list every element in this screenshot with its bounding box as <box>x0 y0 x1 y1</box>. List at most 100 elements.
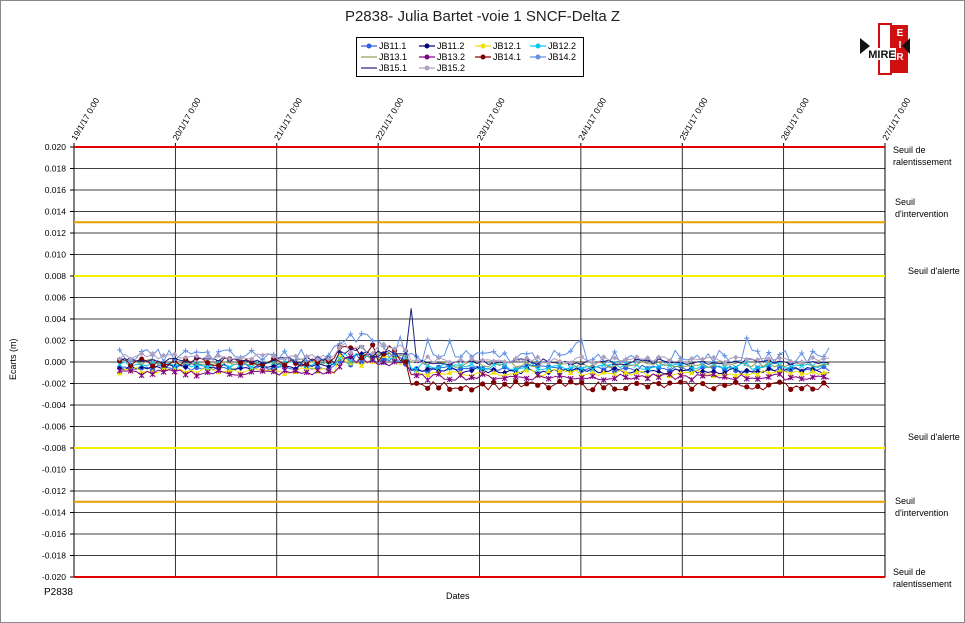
series-marker <box>117 356 123 362</box>
series-marker <box>677 372 684 379</box>
series-marker <box>414 357 420 364</box>
series-marker <box>424 377 431 384</box>
legend-label: JB15.2 <box>437 63 466 73</box>
legend-swatch-icon <box>475 43 491 49</box>
series-marker <box>612 386 618 392</box>
x-tick-label: 24/1/17 0:00 <box>576 96 608 142</box>
series-marker <box>535 382 541 388</box>
chart-title: P2838- Julia Bartet -voie 1 SNCF-Delta Z <box>344 8 621 25</box>
series-marker <box>139 351 145 357</box>
series-marker <box>611 375 618 382</box>
series-marker <box>766 370 772 376</box>
series-marker <box>524 355 530 361</box>
series-marker <box>799 359 805 365</box>
series-marker <box>810 348 816 354</box>
series-marker <box>337 344 343 350</box>
series-marker <box>457 372 464 379</box>
series-marker <box>502 381 508 387</box>
series-marker <box>238 360 244 366</box>
x-tick-label: 23/1/17 0:00 <box>475 96 507 142</box>
footer-label: P2838 <box>44 587 73 598</box>
series-line <box>119 333 830 364</box>
series-marker <box>249 356 255 362</box>
y-tick-label: -0.018 <box>42 551 66 561</box>
series-marker <box>722 359 728 365</box>
series-marker <box>644 365 651 372</box>
series-marker <box>194 353 200 359</box>
series-marker <box>326 356 332 362</box>
svg-text:I: I <box>899 40 902 51</box>
series-marker <box>403 347 409 353</box>
series-marker <box>799 350 805 356</box>
series-marker <box>623 385 629 392</box>
series-marker <box>700 368 706 374</box>
series-marker <box>293 353 299 359</box>
series-marker <box>502 350 508 356</box>
series-marker <box>227 356 233 362</box>
series-marker <box>446 376 453 383</box>
series-marker <box>315 359 321 365</box>
series-marker <box>359 344 365 350</box>
series-marker <box>391 358 398 365</box>
series-marker <box>568 360 574 366</box>
y-axis-title: Ecarts (m) <box>8 338 18 381</box>
series-marker <box>182 371 189 378</box>
y-tick-label: 0.000 <box>45 357 67 367</box>
series-marker <box>732 364 739 371</box>
svg-text:E: E <box>897 28 904 39</box>
series-marker <box>413 372 420 379</box>
series-marker <box>612 349 618 355</box>
series-marker <box>458 386 464 392</box>
series-marker <box>600 377 607 384</box>
series-marker <box>513 370 519 376</box>
x-tick-label: 20/1/17 0:00 <box>170 96 202 142</box>
series-marker <box>171 368 178 375</box>
series-marker <box>447 338 453 344</box>
series-marker <box>667 380 673 386</box>
series-marker <box>238 365 244 371</box>
series-marker <box>590 369 596 375</box>
series-marker <box>645 368 651 374</box>
series-marker <box>216 353 222 359</box>
series-marker <box>480 381 486 387</box>
y-tick-label: -0.010 <box>42 465 66 475</box>
series-marker <box>380 359 387 366</box>
series-marker <box>678 379 684 385</box>
series-marker <box>689 355 695 362</box>
series-marker <box>612 371 618 377</box>
series-marker <box>590 360 596 366</box>
series-marker <box>755 371 761 377</box>
legend-swatch-icon <box>419 65 435 71</box>
series-marker <box>469 368 475 374</box>
series-marker <box>601 385 607 391</box>
series-marker <box>623 357 629 363</box>
series-marker <box>579 338 585 344</box>
series-marker <box>304 366 310 372</box>
series-marker <box>678 357 684 364</box>
threshold-label: Seuil de ralentissement <box>893 567 952 589</box>
series-marker <box>546 367 552 374</box>
series-marker <box>468 374 475 381</box>
series-marker <box>787 374 794 381</box>
series-marker <box>612 355 618 361</box>
series-marker <box>821 380 827 386</box>
series-marker <box>634 368 640 375</box>
legend-label: JB14.1 <box>493 52 522 62</box>
series-marker <box>699 362 706 369</box>
series-line <box>119 342 830 364</box>
series-marker <box>149 371 156 378</box>
series-marker <box>744 372 750 378</box>
legend-swatch-icon <box>419 43 435 49</box>
svg-text:R: R <box>896 52 904 63</box>
series-line <box>119 352 830 373</box>
series-marker <box>766 356 772 362</box>
series-marker <box>809 374 816 381</box>
series-marker <box>425 354 431 360</box>
series-marker <box>491 379 497 385</box>
series-marker <box>403 359 409 365</box>
series-marker <box>502 369 508 376</box>
series-marker <box>248 364 255 371</box>
series-marker <box>633 374 640 381</box>
series-marker <box>766 366 772 372</box>
series-marker <box>226 364 233 371</box>
